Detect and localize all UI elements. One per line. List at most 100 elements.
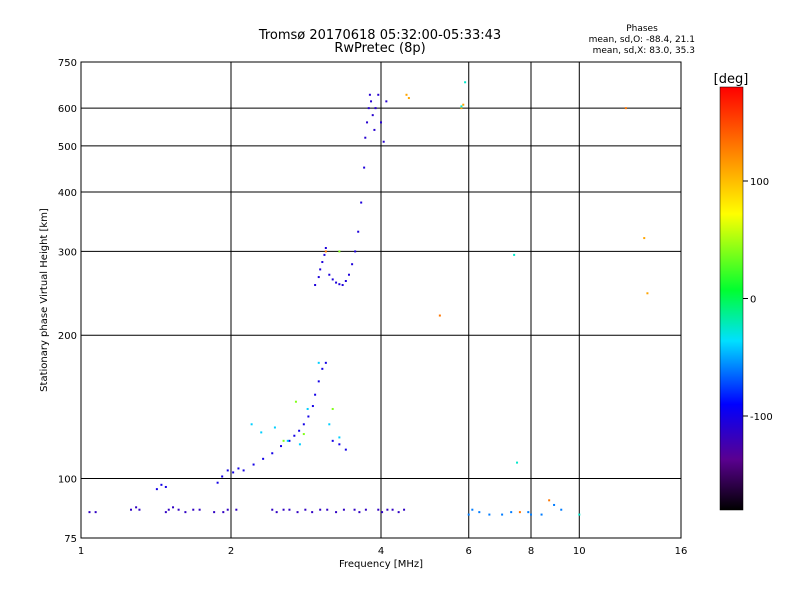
- plot-frame: [80, 61, 682, 539]
- data-point: [242, 469, 245, 472]
- data-point: [548, 499, 551, 502]
- x-tick-label: 10: [573, 546, 586, 557]
- data-point: [368, 93, 371, 96]
- data-point: [364, 136, 367, 139]
- data-point: [358, 511, 361, 514]
- data-point: [643, 237, 646, 240]
- data-point: [527, 511, 530, 514]
- data-point: [460, 105, 463, 108]
- data-point: [367, 107, 370, 110]
- data-point: [328, 273, 331, 276]
- data-point: [344, 448, 347, 451]
- data-point: [221, 475, 224, 478]
- data-point: [198, 508, 201, 511]
- data-point: [237, 467, 240, 470]
- data-point: [324, 250, 327, 253]
- data-point: [478, 511, 481, 514]
- data-point: [331, 407, 334, 410]
- data-point: [213, 511, 216, 514]
- data-point: [335, 281, 338, 284]
- y-tick-labels: 75 100 200 300 400 500 600 750: [58, 58, 77, 545]
- data-point: [363, 166, 366, 169]
- colorbar-ticks: 100 0 -100: [743, 177, 773, 423]
- data-point: [94, 511, 97, 514]
- data-point: [280, 445, 283, 448]
- data-point: [314, 393, 317, 396]
- chart-title: Tromsø 20170618 05:32:00-05:33:43: [258, 28, 501, 43]
- y-tick-label: 750: [58, 58, 77, 69]
- data-point: [262, 457, 265, 460]
- data-point: [275, 511, 278, 514]
- data-point: [438, 314, 441, 317]
- colorbar-label: [deg]: [714, 72, 749, 87]
- data-point: [271, 508, 274, 511]
- data-point: [167, 508, 170, 511]
- data-point: [311, 405, 314, 408]
- data-point: [232, 471, 235, 474]
- data-point: [326, 508, 329, 511]
- data-point: [347, 273, 350, 276]
- x-tick-label: 4: [378, 546, 384, 557]
- data-point: [321, 367, 324, 370]
- data-point: [250, 423, 253, 426]
- colorbar-tick-label: 100: [750, 177, 769, 188]
- data-point: [226, 469, 229, 472]
- data-point: [351, 263, 354, 266]
- data-point: [88, 511, 91, 514]
- data-point: [328, 423, 331, 426]
- data-point: [371, 114, 374, 117]
- x-tick-label: 1: [78, 546, 84, 557]
- y-tick-label: 200: [58, 331, 77, 342]
- y-axis-label: Stationary phase Virtual Height [km]: [39, 208, 50, 392]
- data-point: [216, 481, 219, 484]
- data-point: [364, 508, 367, 511]
- data-point: [386, 508, 389, 511]
- data-point: [374, 107, 377, 110]
- data-point: [357, 230, 360, 233]
- data-point: [397, 511, 400, 514]
- data-point: [380, 121, 382, 124]
- data-point: [460, 107, 463, 110]
- data-point: [488, 513, 491, 516]
- x-tick-label: 16: [675, 546, 688, 557]
- data-point: [319, 508, 322, 511]
- data-point: [298, 443, 301, 446]
- data-point: [317, 380, 320, 383]
- x-tick-label: 2: [228, 546, 234, 557]
- data-point: [226, 508, 229, 511]
- data-point: [314, 284, 317, 287]
- data-point: [338, 250, 341, 253]
- data-point: [306, 407, 309, 410]
- data-point: [260, 431, 263, 434]
- data-point: [360, 201, 363, 204]
- data-point: [222, 511, 225, 514]
- data-point: [155, 488, 158, 491]
- data-point: [302, 423, 305, 426]
- data-point: [271, 452, 274, 455]
- data-point: [317, 276, 320, 279]
- data-point: [293, 434, 296, 437]
- data-point: [288, 439, 291, 442]
- data-point: [560, 508, 563, 511]
- data-point: [317, 361, 320, 364]
- data-point: [321, 261, 324, 264]
- x-tick-label: 8: [528, 546, 534, 557]
- y-tick-label: 100: [58, 475, 77, 486]
- data-point: [130, 508, 133, 511]
- data-point: [407, 97, 410, 100]
- data-point: [377, 508, 380, 511]
- data-point: [164, 485, 167, 488]
- data-point: [403, 508, 406, 511]
- data-point: [138, 508, 141, 511]
- data-point: [235, 508, 238, 511]
- data-point: [501, 513, 504, 516]
- data-points: [88, 81, 649, 516]
- data-point: [462, 103, 465, 106]
- data-point: [344, 280, 347, 283]
- data-point: [370, 100, 373, 103]
- colorbar: [719, 86, 744, 511]
- y-tick-label: 75: [64, 534, 77, 545]
- data-point: [172, 506, 175, 509]
- data-point: [382, 140, 385, 143]
